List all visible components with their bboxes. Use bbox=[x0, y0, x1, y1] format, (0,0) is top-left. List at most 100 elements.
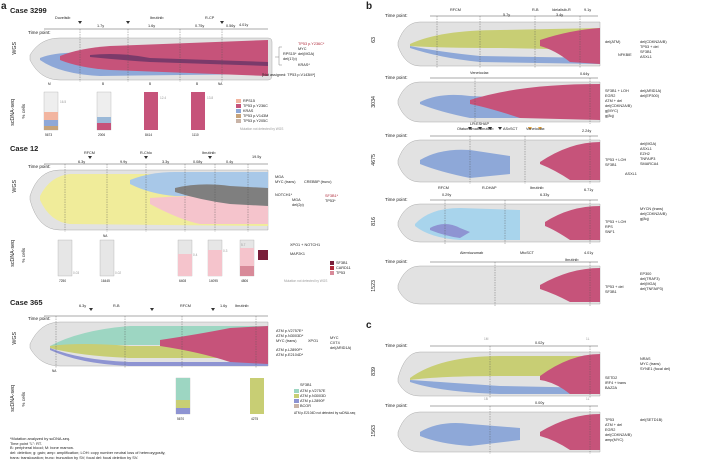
c365-annot-5: ATM p.E2104D* bbox=[276, 353, 304, 357]
b1523-annot-1: EP300 bbox=[640, 272, 652, 276]
b1523-annot-3: del(MGA) bbox=[640, 282, 657, 286]
c12-annot-5: CARD11 bbox=[336, 266, 351, 270]
c1563-annot-6: del(SETD1B) bbox=[640, 418, 663, 422]
c12-clone-3: NOTCH1* bbox=[275, 193, 293, 197]
c1563-annot-1: TP53 bbox=[605, 418, 615, 422]
b816-annot-2: del(CDKN2A/B) bbox=[640, 212, 667, 216]
c3299-annot-6: KRAS* bbox=[298, 63, 310, 67]
b4675-dur-1: 2.24y bbox=[582, 129, 592, 133]
c3299-pct-2: 12.4 bbox=[160, 96, 167, 100]
b3034-timepoint-label: Time point: bbox=[385, 75, 408, 80]
c365-annot-1: ATM p.V2757E* bbox=[276, 329, 303, 333]
b4675-annot-7: SF3B1 bbox=[605, 163, 617, 167]
footnote-line-5: trans: translocation; trunc: truncation … bbox=[10, 454, 139, 460]
scdna-bar-5673 bbox=[43, 91, 59, 131]
scdna-bar-4806 bbox=[239, 239, 255, 277]
c-case-839: 839 bbox=[371, 367, 377, 376]
c365-note: ATM p.E2104D not detected by scDNA-seq bbox=[294, 411, 356, 415]
c365-legend-1: SF3B1 bbox=[300, 383, 312, 387]
c3299-dur-1: 1.7y bbox=[97, 24, 105, 28]
c1563-annot-3: EGR2 bbox=[605, 428, 616, 432]
c12-clone-4: MGA bbox=[292, 198, 301, 202]
c365-legend-3: ATM p.N3003D bbox=[300, 394, 326, 398]
b63-event-3: Idelalisib-R bbox=[552, 8, 571, 12]
c839-annot-4: SETD2 bbox=[605, 376, 618, 380]
c12-event-3: Ibrutinib bbox=[202, 151, 216, 155]
b4675-annot-1: del(MGA) bbox=[640, 142, 657, 146]
b1523-annot-2: del(TRAF3) bbox=[640, 277, 660, 281]
c3299-event-3: R-CP bbox=[205, 16, 215, 20]
c839-dur-1: 0.02y bbox=[535, 341, 545, 345]
footnote: *Mutation analyzed by scDNA-seq. Time po… bbox=[10, 436, 165, 461]
b63-annot-6: ASXL1 bbox=[640, 55, 652, 59]
c12-clone-5: del(2p) bbox=[292, 203, 304, 207]
c12-annot-2: XPO1 + NOTCH1 bbox=[290, 243, 321, 247]
b1523-timepoint-label: Time point: bbox=[385, 259, 408, 264]
b63-annot-1: del(ATM) bbox=[605, 40, 621, 44]
b3034-annot-4: del(CDKN2A/B) bbox=[605, 104, 632, 108]
timepoint-label-12: Time point: bbox=[28, 164, 51, 169]
b4675-annot-5: SMARCA4 bbox=[640, 162, 659, 166]
b63-annot-4: TP53 + del bbox=[640, 45, 659, 49]
b63-annot-3: del(CDKN2A/B) bbox=[640, 40, 667, 44]
b3034-dur-1: 0.64y bbox=[580, 72, 590, 76]
c365-legend-5: BCOR bbox=[300, 404, 311, 408]
c12-dur-6: 19.5y bbox=[252, 155, 262, 159]
b3034-annot-1: SF3B1 + LOH bbox=[605, 89, 629, 93]
c3299-event-2: Ibrutinib bbox=[150, 16, 164, 20]
c365-annot-3: MYC (trans) bbox=[276, 339, 297, 343]
c839-annot-6: BAZ2A bbox=[605, 386, 618, 390]
c3299-event-1: Duvelisib bbox=[55, 16, 71, 20]
scdna-bar-6408 bbox=[177, 239, 193, 277]
c12-event-2: R-Chlo bbox=[140, 151, 152, 155]
b4675-event-3: Ibrutinib bbox=[480, 127, 494, 131]
timepoint-label-365: Time point: bbox=[28, 316, 51, 321]
footnote-line-3: B: peripheral blood; M: bone marrow. bbox=[10, 445, 74, 451]
c839-annot-1: NRAS bbox=[640, 357, 651, 361]
c1563-tp-1: 1B bbox=[484, 397, 488, 401]
c12-clone-1: MGA bbox=[275, 175, 284, 179]
c3299-legend-5: TP53 p.Y205C bbox=[243, 119, 268, 123]
c3299-tp-2: B bbox=[102, 82, 105, 86]
b816-event-1: RFCM bbox=[438, 186, 449, 190]
c3299-total: 4.01y bbox=[239, 23, 249, 27]
b816-annot-6: SNF1 bbox=[605, 230, 615, 234]
c1563-annot-2: ATM + del bbox=[605, 423, 623, 427]
c3299-tp-4: B bbox=[196, 82, 199, 86]
c365-sample-2: 4275 bbox=[251, 417, 259, 421]
b63-dur-3: 9.1y bbox=[584, 8, 592, 12]
c365-annot-6: XPO1 bbox=[308, 339, 319, 343]
c3299-annot-2: del(17p) bbox=[283, 57, 297, 61]
c1563-timepoint-label: Time point: bbox=[385, 403, 408, 408]
c365-legend-4: ATM p.L2890F bbox=[300, 399, 325, 403]
b4675-annot-8: ASXL1 bbox=[625, 172, 637, 176]
scdna-bar-16445 bbox=[99, 239, 115, 277]
c365-dur-2: 1.6y bbox=[220, 304, 228, 308]
c3299-tp-5: NA bbox=[218, 82, 223, 86]
b3034-annot-2: EGR2 bbox=[605, 94, 616, 98]
c839-tp-1: 1M bbox=[484, 337, 489, 341]
c3299-sample-3: 8414 bbox=[145, 133, 153, 137]
b816-event-3: Ibrutinib bbox=[530, 186, 544, 190]
c839-timepoint-label: Time point: bbox=[385, 343, 408, 348]
c3299-not-assigned: [Not assigned: TP53 p.V143M*] bbox=[262, 73, 316, 77]
c12-sample-4: 14095 bbox=[209, 279, 218, 283]
scdna-bar-5670 bbox=[175, 377, 191, 415]
c3299-tp-3: B bbox=[149, 82, 152, 86]
c839-annot-5: IRF4 + trans bbox=[605, 381, 626, 385]
c1563-annot-5: amp(MYC) bbox=[605, 438, 624, 442]
c3299-dur-2: 1.6y bbox=[148, 24, 156, 28]
b4675-annot-6: TP53 + LOH bbox=[605, 158, 627, 162]
c12-annot-4: SF3B1 bbox=[336, 261, 348, 265]
c3299-annot-4: MYC bbox=[298, 47, 307, 51]
b816-dur-2: 6.33y bbox=[540, 193, 550, 197]
b816-annot-5: RPS bbox=[605, 225, 613, 229]
c12-na: NA bbox=[103, 234, 108, 238]
c12-dur-2: 9.9y bbox=[120, 160, 128, 164]
b4675-annot-4: TNFAIP3 bbox=[640, 157, 656, 161]
c365-extra-3: del(ARID1A) bbox=[330, 346, 352, 350]
c839-tp-2: 1L bbox=[586, 337, 590, 341]
